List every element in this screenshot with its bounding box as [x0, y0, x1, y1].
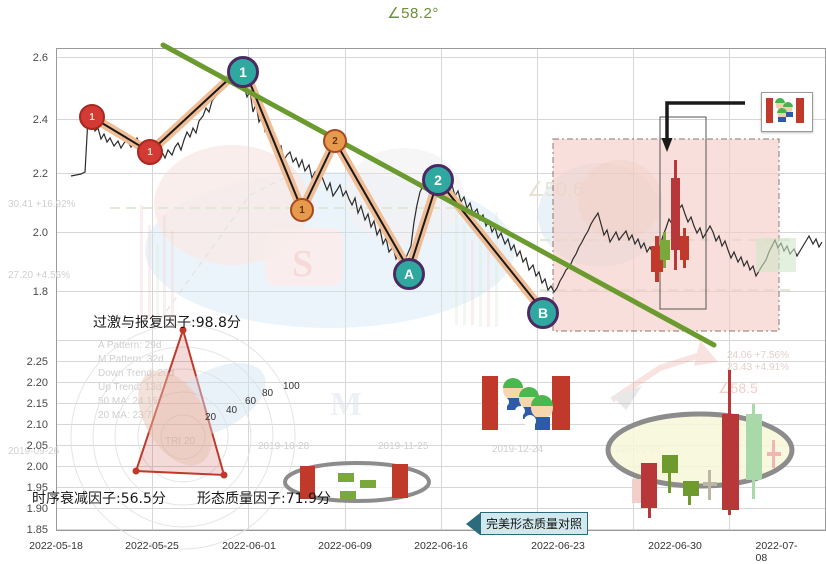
wave-marker-2[interactable]: 1	[137, 139, 163, 165]
watermark-radar-line-0: A Pattern: 29d	[98, 340, 162, 351]
ytick-lower-5: 2.00	[26, 461, 48, 473]
wave-marker-4[interactable]: 1	[290, 198, 314, 222]
watermark-radar-line-5: 20 MA: 23.7	[98, 410, 152, 421]
watermark-angle-450: ∠50.6	[527, 179, 584, 201]
wave-marker-A[interactable]: A	[393, 258, 425, 290]
ytick-upper-2: 2.2	[32, 168, 48, 180]
watermark-date-1: 2019-09-26	[8, 446, 60, 457]
watermark-date-2: 2019-10-28	[258, 441, 310, 452]
watermark-right-vals-1: 24.06 +7.56%	[727, 350, 789, 361]
xtick-0: 2022-05-18	[29, 540, 83, 552]
callout-compare-label: 完美形态质量对照	[480, 512, 589, 535]
sprite-thumbnail[interactable]	[761, 92, 813, 132]
ytick-lower-1: 2.20	[26, 377, 48, 389]
character-sprite	[480, 372, 572, 439]
ytick-lower-7: 1.90	[26, 503, 48, 515]
watermark-date-4: 2019-12-24	[492, 444, 544, 455]
wave-marker-3[interactable]: 1	[227, 56, 259, 88]
radar-tick-60: 60	[245, 396, 257, 407]
xtick-3: 2022-06-09	[318, 540, 372, 552]
xtick-7: 2022-07-08	[755, 540, 798, 564]
character-sprite-icon	[482, 376, 570, 430]
annotation-time-decay-factor: 时序衰减因子:56.5分	[32, 491, 166, 507]
xtick-6: 2022-06-30	[648, 540, 702, 552]
watermark-radar-line-2: Down Trend: 20d	[98, 368, 175, 379]
annotation-pattern-quality-factor: 形态质量因子:71.9分	[197, 491, 331, 507]
watermark-angle-58: ∠58.5	[718, 380, 758, 396]
watermark-date-3: 2019-11-25	[378, 441, 429, 452]
watermark-date-5: 2020-01-22	[610, 444, 662, 455]
ytick-upper-1: 2.4	[32, 114, 48, 126]
ytick-lower-3: 2.10	[26, 419, 48, 431]
radar-tick-20: 20	[205, 412, 217, 423]
radar-tick-100: 100	[283, 381, 300, 392]
callout-compare[interactable]: 完美形态质量对照	[466, 512, 589, 535]
xtick-2: 2022-06-01	[222, 540, 276, 552]
wave-marker-1[interactable]: 1	[79, 104, 105, 130]
wave-marker-6[interactable]: 2	[422, 164, 454, 196]
ytick-upper-0: 2.6	[32, 52, 48, 64]
ytick-upper-4: 1.8	[32, 286, 48, 298]
sprite-thumbnail-icon	[764, 95, 806, 125]
callout-arrow-icon	[466, 512, 480, 535]
watermark-radar-line-4: 50 MA: 24.15	[98, 396, 158, 407]
page-title: ∠58.2°	[387, 5, 439, 22]
watermark-tri-label: TRI 20	[165, 436, 196, 447]
watermark-radar-line-3: Up Trend: 13d	[98, 382, 162, 393]
wave-marker-B[interactable]: B	[527, 297, 559, 329]
ytick-lower-0: 2.25	[26, 356, 48, 368]
watermark-right-vals-2: 23.43 +4.91%	[727, 362, 789, 373]
ytick-upper-3: 2.0	[32, 227, 48, 239]
ytick-lower-4: 2.05	[26, 440, 48, 452]
radar-tick-80: 80	[262, 388, 274, 399]
xtick-4: 2022-06-16	[414, 540, 468, 552]
watermark-left-pct-2: 27.20 +4.56%	[8, 270, 70, 281]
annotation-overreaction-factor: 过激与报复因子:98.8分	[93, 315, 241, 331]
radar-tick-40: 40	[226, 405, 238, 416]
wave-marker-5[interactable]: 2	[323, 129, 347, 153]
ytick-lower-6: 1.95	[26, 482, 48, 494]
ytick-lower-2: 2.15	[26, 398, 48, 410]
xtick-1: 2022-05-25	[125, 540, 179, 552]
ytick-lower-8: 1.85	[26, 524, 48, 536]
watermark-left-pct-1: 30.41 +16.92%	[8, 199, 76, 210]
xtick-5: 2022-06-23	[531, 540, 585, 552]
watermark-radar-line-1: M Pattern: 32d	[98, 354, 164, 365]
